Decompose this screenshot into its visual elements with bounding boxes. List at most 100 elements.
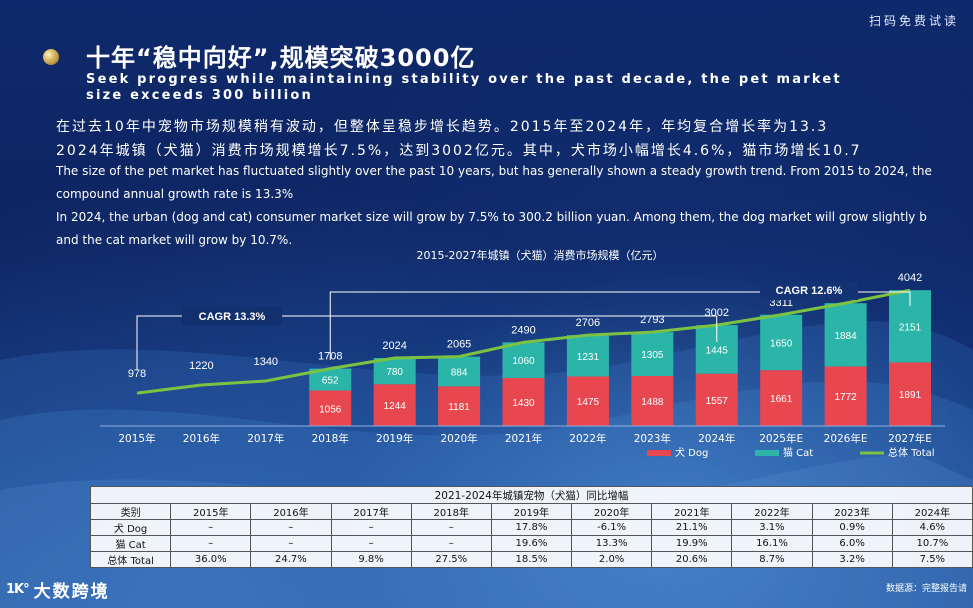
scan-free-trial-link[interactable]: 扫码免费试读 (868, 14, 959, 28)
table-cell: – (170, 535, 252, 552)
table-cell: 6.0% (811, 535, 893, 552)
dog-value-label: 1488 (641, 397, 664, 408)
table-cell: 10.7% (891, 535, 973, 552)
table-cell: – (250, 535, 332, 552)
table-cell: 猫 Cat (89, 535, 172, 552)
table-header-cell: 2015年 (170, 503, 252, 520)
table-row: 犬 Dog – – – –17.8% -6.1% 21.1% 3.1% 0.9% 4.6% (89, 519, 973, 536)
paragraph-en-line-3: In 2024, the urban (dog and cat) consume… (56, 210, 927, 224)
legend-dog-swatch (647, 450, 671, 456)
cat-value-label: 1445 (706, 345, 729, 356)
paragraph-cn-line-1: 在过去10年中宠物市场规模稍有波动，但整体呈稳步增长趋势。2015年至2024年… (56, 119, 829, 135)
x-tick-label: 2022年 (569, 432, 606, 445)
table-cell: 2.0% (571, 551, 653, 568)
cat-value-label: 1231 (577, 352, 600, 363)
paragraph-cn-line-2: 2024年城镇（犬猫）消费市场规模增长7.5%，达到3002亿元。其中，犬市场小… (56, 143, 862, 159)
total-value-label: 2024 (382, 340, 406, 352)
table-cell: – (170, 519, 252, 536)
table-cell: 19.9% (651, 535, 733, 552)
table-header-cell: 2018年 (410, 503, 492, 520)
table-cell: 16.1% (731, 535, 813, 552)
x-tick-label: 2015年 (118, 432, 155, 445)
data-source: 数据源：完整报告请 (885, 584, 967, 594)
x-tick-label: 2017年 (247, 432, 284, 445)
cat-bar (824, 303, 867, 367)
table-cell: 7.5% (891, 551, 973, 568)
brand-logo: 1K° 大数跨境 (6, 574, 110, 604)
total-value-label: 1340 (254, 356, 278, 368)
table-cell: – (410, 519, 492, 536)
dog-value-label: 1056 (319, 404, 342, 415)
dog-value-label: 1475 (577, 397, 600, 408)
dog-bar (631, 376, 674, 426)
cat-value-label: 884 (451, 367, 468, 378)
table-cell: 27.5% (410, 551, 492, 568)
table-row: 猫 Cat – – – –19.6% 13.3% 19.9% 16.1% 6.0% 10.7% (89, 535, 973, 552)
table-header-row: 类别 2015年 2016年 2017年 2018年 2019年 2020年 2021年 202… (89, 503, 973, 520)
dog-bar (695, 373, 738, 426)
paragraph-en-line-1: The size of the pet market has fluctuate… (56, 164, 932, 178)
cat-value-label: 2151 (899, 322, 922, 333)
dog-bar (373, 384, 416, 426)
table-header-cell: 类别 (89, 503, 172, 520)
x-tick-label: 2020年 (440, 432, 477, 445)
cat-bar (760, 314, 803, 371)
table-cell: 9.8% (330, 551, 412, 568)
dog-value-label: 1891 (899, 390, 922, 401)
table-header-cell: 2021年 (651, 503, 733, 520)
logo-mark-icon: 1K° (6, 581, 30, 597)
x-tick-label: 2026年E (824, 432, 868, 445)
dog-value-label: 1430 (512, 398, 535, 409)
legend-cat-label: 猫 Cat (783, 446, 813, 459)
total-value-label: 978 (128, 368, 146, 380)
cat-value-label: 780 (386, 367, 403, 378)
cagr-label-2: CAGR 12.6% (776, 285, 843, 297)
table-header-cell: 2017年 (330, 503, 412, 520)
cat-bar (502, 342, 545, 378)
cat-bar (373, 357, 416, 385)
x-tick-label: 2024年 (698, 432, 735, 445)
table-cell: 13.3% (571, 535, 653, 552)
table-cell: – (410, 535, 492, 552)
x-tick-label: 2016年 (183, 432, 220, 445)
dog-bar (502, 377, 545, 426)
legend-dog-label: 犬 Dog (675, 446, 708, 459)
table-header-cell: 2023年 (811, 503, 893, 520)
table-cell: 36.0% (170, 551, 252, 568)
dog-value-label: 1661 (770, 394, 793, 405)
table-header-cell: 2024年 (891, 503, 973, 520)
table-header-cell: 2019年 (490, 503, 573, 520)
total-value-label: 2706 (576, 317, 600, 329)
table-cell: 19.6% (490, 535, 573, 552)
legend-cat-swatch (755, 450, 779, 456)
table-cell: -6.1% (571, 519, 653, 536)
x-tick-label: 2027年E (888, 432, 932, 445)
dog-bar (760, 370, 803, 426)
dog-bar (309, 390, 352, 426)
table-cell: 4.6% (891, 519, 973, 536)
cat-value-label: 1884 (834, 331, 857, 342)
table-cell: 3.1% (731, 519, 813, 536)
paragraph-en-line-4: and the cat market will grow by 10.7%. (56, 233, 293, 247)
table-header-cell: 2020年 (571, 503, 653, 520)
total-value-label: 2490 (511, 324, 535, 336)
cat-bar (438, 356, 481, 387)
cat-value-label: 1305 (641, 350, 664, 361)
total-value-label: 2793 (640, 314, 664, 326)
dog-value-label: 1244 (384, 401, 407, 412)
table-cell: 8.7% (731, 551, 813, 568)
cat-bar (309, 368, 352, 391)
total-line (136, 288, 911, 395)
dog-value-label: 1772 (834, 392, 857, 403)
table-cell: – (330, 535, 412, 552)
table-cell: – (250, 519, 332, 536)
table-cell: 17.8% (490, 519, 573, 536)
cat-bar (631, 332, 674, 377)
cagr-bracket-1 (136, 315, 718, 370)
table-cell: 总体 Total (89, 551, 172, 568)
total-value-label: 2065 (447, 339, 471, 351)
market-size-chart: 1056 652 1244 780 1181 884 1430 1060 1475 1231 148… (100, 272, 945, 459)
cat-value-label: 1650 (770, 338, 793, 349)
chart-title: 2015-2027年城镇（犬猫）消费市场规模（亿元） (416, 249, 664, 262)
legend-total-label: 总体 Total (888, 446, 935, 459)
